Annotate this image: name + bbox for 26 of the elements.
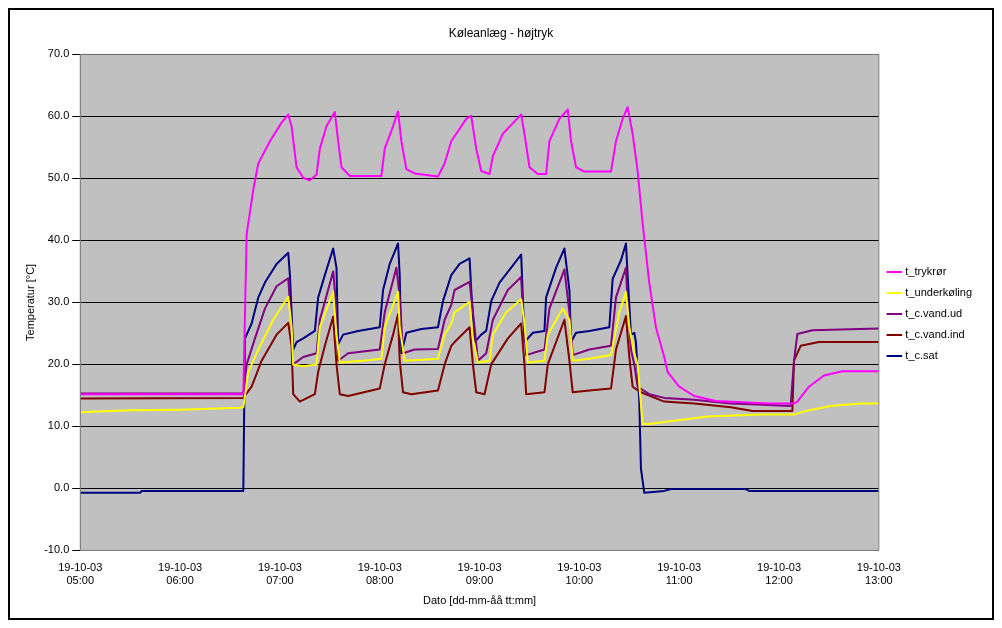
legend-label: t_c.vand.ud (905, 307, 963, 320)
y-tick-label: 60.0 (47, 109, 70, 122)
x-tick-label: 19-10-03 07:00 (257, 561, 302, 587)
x-tick-label: 19-10-03 09:00 (457, 561, 502, 587)
x-tick-label: 19-10-03 10:00 (557, 561, 602, 587)
y-tick-label: 0.0 (53, 481, 70, 494)
legend-label: t_c.vand.ind (905, 328, 965, 341)
legend-label: t_underkøling (905, 286, 973, 299)
y-tick-label: -10.0 (44, 543, 70, 556)
x-tick-label: 19-10-03 13:00 (856, 561, 901, 587)
x-axis-title: Dato [dd-mm-åå tt:mm] (423, 594, 537, 607)
x-tick-label: 19-10-03 05:00 (58, 561, 103, 587)
y-tick-label: 40.0 (47, 233, 70, 246)
chart-title: Køleanlæg - højtryk (448, 25, 555, 40)
x-tick-label: 19-10-03 12:00 (757, 561, 802, 587)
x-tick-label: 19-10-03 08:00 (357, 561, 402, 587)
y-tick-label: 70.0 (47, 47, 70, 60)
y-tick-label: 10.0 (47, 419, 70, 432)
legend-label: t_c.sat (905, 349, 938, 362)
legend-label: t_trykrør (905, 265, 947, 278)
x-tick-label: 19-10-03 06:00 (158, 561, 203, 587)
y-axis-title: Temperatur [°C] (23, 263, 36, 341)
y-tick-label: 50.0 (47, 171, 70, 184)
y-tick-label: 30.0 (47, 295, 70, 308)
y-tick-label: 20.0 (47, 357, 70, 370)
x-tick-label: 19-10-03 11:00 (657, 561, 702, 587)
